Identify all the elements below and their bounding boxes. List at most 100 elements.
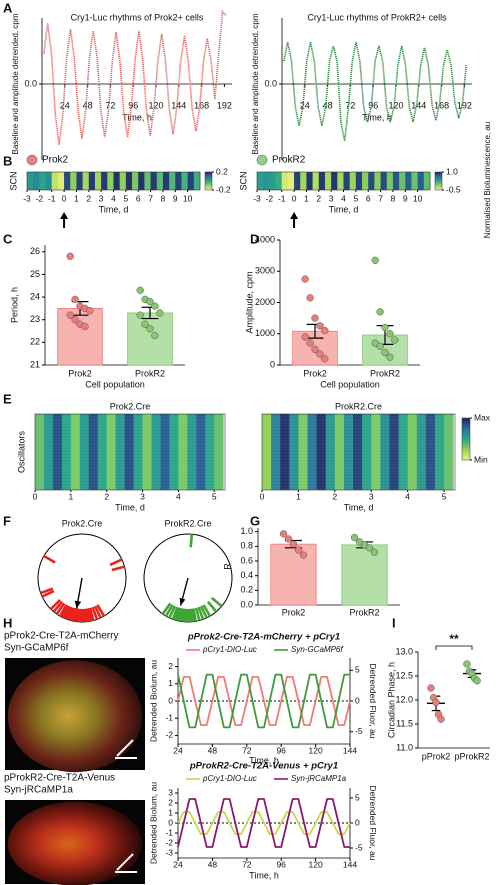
heat-cell xyxy=(362,414,372,490)
y-tick-label: 21 xyxy=(30,359,40,369)
phase-mark xyxy=(161,602,172,615)
y-tick-label: 2 xyxy=(168,661,173,671)
x-tick-label: 2 xyxy=(316,193,321,203)
heat-cell xyxy=(262,414,272,490)
y-tick-label: 13.0 xyxy=(395,646,413,656)
heat-cell xyxy=(362,172,369,190)
colorbar xyxy=(434,171,443,191)
panel-letter: A xyxy=(3,0,13,15)
x-tick-label: 3 xyxy=(369,491,374,501)
heat-cell xyxy=(88,414,99,490)
x-axis-label: Cell population xyxy=(85,379,145,389)
y-axis-label: Circadian Phase, h xyxy=(386,662,396,738)
data-point xyxy=(473,677,481,685)
x-tick-label: 96 xyxy=(276,859,286,869)
data-point xyxy=(376,342,384,350)
x-tick-label: pProkR2 xyxy=(454,751,489,761)
heat-cell xyxy=(263,172,270,190)
phase-mark xyxy=(58,604,68,617)
y-tick-label: 2 xyxy=(168,797,173,807)
x-tick-label: Prok2 xyxy=(68,368,92,378)
data-point xyxy=(146,297,154,306)
data-point xyxy=(381,323,389,332)
y-tick-label: -2 xyxy=(165,730,173,740)
time-arrow-head xyxy=(60,212,69,219)
heat-cell xyxy=(355,172,363,190)
tissue xyxy=(7,801,143,885)
x-tick-label: 96 xyxy=(368,100,378,110)
x-tick-label: 1 xyxy=(304,193,309,203)
heat-cell xyxy=(35,414,45,490)
phase-mark xyxy=(168,605,177,619)
y-axis-label: Period, h xyxy=(9,287,19,323)
heat-cell xyxy=(371,414,381,490)
x-tick-label: 3 xyxy=(140,491,145,501)
legend-label: Syn-jRCaMP1a xyxy=(291,774,347,783)
y-tick-label: -1 xyxy=(165,827,173,837)
heat-cell xyxy=(52,414,63,490)
x-tick-label: 8 xyxy=(391,193,396,203)
x-tick-label: 5 xyxy=(442,491,447,501)
heat-cell xyxy=(417,172,425,190)
heat-cell xyxy=(271,414,281,490)
chart-title: pProkR2-Cre-T2A-Venus + pCry1 xyxy=(189,761,338,772)
x-tick-label: -1 xyxy=(48,193,56,203)
x-tick-label: 144 xyxy=(171,100,186,110)
heat-cell xyxy=(312,172,320,190)
x-tick-label: 24 xyxy=(60,100,70,110)
x-tick-label: pProk2 xyxy=(422,751,451,761)
x-tick-label: 4 xyxy=(111,193,116,203)
heat-cell xyxy=(187,172,195,190)
image-label: pProkR2-Cre-T2A-Venus xyxy=(4,773,115,784)
y-tick-label: 2000 xyxy=(255,297,275,307)
heat-cell xyxy=(64,172,71,190)
colorbar xyxy=(461,417,471,461)
y-tick-label: -2 xyxy=(165,837,173,847)
y-axis-label: Baseline and amplitude detrended, cpm xyxy=(11,13,20,154)
heat-cell xyxy=(151,414,161,490)
x-tick-label: 120 xyxy=(309,859,323,869)
scale-bar xyxy=(116,853,134,871)
x-tick-label: 168 xyxy=(194,100,209,110)
y-axis-label: R xyxy=(222,563,232,570)
heat-cell xyxy=(101,172,108,190)
x-tick-label: 2 xyxy=(332,491,337,501)
x-tick-label: 48 xyxy=(208,745,218,755)
heat-cell xyxy=(79,414,90,490)
heat-cell xyxy=(125,172,133,190)
data-point xyxy=(391,336,399,344)
data-point xyxy=(427,684,435,692)
y-tick-label: 1.0 xyxy=(240,526,253,536)
x-tick-label: 9 xyxy=(403,193,408,203)
data-point xyxy=(432,698,440,707)
y-tick-label: 0 xyxy=(168,817,173,827)
heat-cell xyxy=(298,414,308,490)
x-tick-label: 192 xyxy=(217,100,232,110)
chart-title: ProkR2.Cre xyxy=(335,401,382,411)
heat-cell xyxy=(257,172,264,190)
x-tick-label: 72 xyxy=(105,100,115,110)
image-label: pProk2-Cre-T2A-mCherry xyxy=(4,631,118,642)
phase-mark xyxy=(191,608,196,622)
data-point xyxy=(306,339,314,347)
y-axis-label: Baseline and amplitude detrended, cpm xyxy=(251,13,260,154)
x-tick-label: 96 xyxy=(128,100,138,110)
heat-cell xyxy=(318,172,326,190)
heat-cell xyxy=(196,414,206,490)
data-point xyxy=(311,345,319,354)
x-tick-label: 48 xyxy=(323,100,333,110)
data-point xyxy=(71,316,79,324)
x-tick-label: Prok2 xyxy=(282,607,306,617)
phase-mark xyxy=(83,608,88,622)
x-tick-label: 5 xyxy=(212,491,217,501)
heat-cell xyxy=(156,172,164,190)
x-tick-label: -2 xyxy=(36,193,44,203)
phase-mark xyxy=(55,602,66,615)
heat-cell xyxy=(411,172,419,190)
x-tick-label: 0 xyxy=(292,193,297,203)
heat-cell xyxy=(94,172,102,190)
heat-cell xyxy=(324,172,332,190)
significance-label: ** xyxy=(449,632,459,646)
x-tick-label: 4 xyxy=(405,491,410,501)
heat-cell xyxy=(88,172,96,190)
